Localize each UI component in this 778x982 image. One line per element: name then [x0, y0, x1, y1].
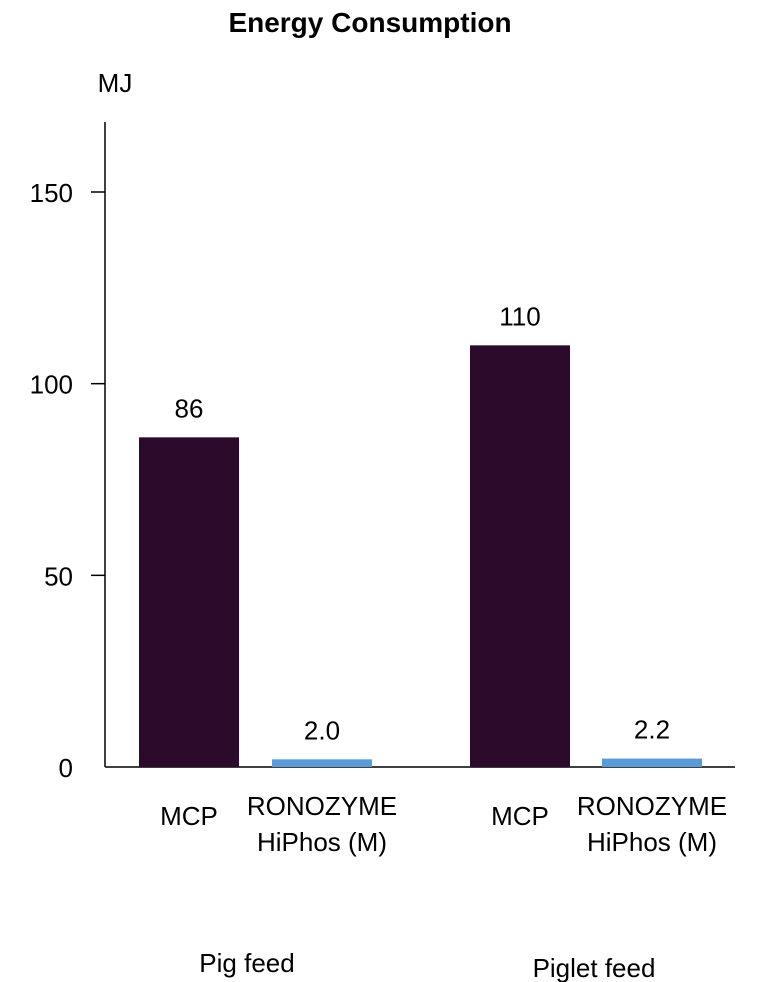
bar-value-label: 2.0 — [304, 715, 340, 745]
bar — [139, 437, 239, 767]
category-label: HiPhos (M) — [257, 827, 387, 857]
y-tick-label: 150 — [30, 178, 73, 208]
category-label: RONOZYME — [247, 791, 397, 821]
y-tick-label: 0 — [59, 753, 73, 783]
bars — [139, 345, 702, 767]
category-label: MCP — [491, 801, 549, 831]
bar-value-label: 110 — [499, 301, 540, 331]
y-tick-label: 100 — [30, 370, 73, 400]
bar-value-label: 86 — [175, 393, 204, 423]
bar-labels: 86 MCP 2.0 RONOZYME HiPhos (M) Pig feed 110 MCP… — [160, 301, 727, 982]
category-label: HiPhos (M) — [587, 827, 717, 857]
bar — [470, 345, 570, 767]
category-label: RONOZYME — [577, 791, 727, 821]
group-label: Piglet feed — [533, 953, 656, 982]
chart-title: Energy Consumption — [228, 7, 511, 38]
y-axis-ticks: 0 50 100 150 — [30, 178, 105, 783]
y-tick-label: 50 — [44, 561, 73, 591]
bar-value-label: 2.2 — [634, 715, 670, 745]
bar — [272, 759, 372, 767]
y-axis-unit-label: MJ — [98, 68, 133, 98]
category-label: MCP — [160, 801, 218, 831]
bar — [602, 758, 702, 767]
group-label: Pig feed — [199, 948, 294, 978]
